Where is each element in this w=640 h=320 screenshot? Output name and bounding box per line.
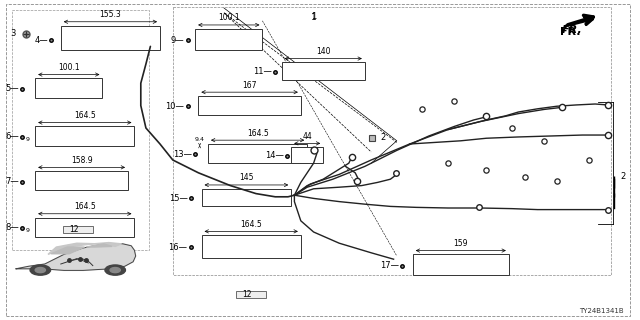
Polygon shape xyxy=(51,247,84,254)
Text: 4—: 4— xyxy=(35,36,48,44)
Text: 167: 167 xyxy=(243,81,257,90)
Bar xyxy=(198,96,301,115)
Bar xyxy=(208,144,307,163)
Polygon shape xyxy=(16,244,136,270)
Text: 164.5: 164.5 xyxy=(74,111,95,120)
Text: 9: 9 xyxy=(26,228,29,233)
Text: 7—: 7— xyxy=(6,177,19,186)
Bar xyxy=(61,26,160,50)
Bar xyxy=(63,226,93,233)
Bar xyxy=(202,235,301,258)
Text: 155.3: 155.3 xyxy=(100,10,121,19)
Polygon shape xyxy=(86,244,112,247)
Text: 13—: 13— xyxy=(173,150,192,159)
Circle shape xyxy=(110,268,120,273)
Text: 159: 159 xyxy=(454,239,468,248)
Polygon shape xyxy=(48,243,122,254)
Text: 3: 3 xyxy=(10,29,15,38)
Text: 9—: 9— xyxy=(171,36,184,44)
Bar xyxy=(12,10,149,250)
Text: 2: 2 xyxy=(380,133,385,142)
Bar xyxy=(35,78,102,98)
Text: 10—: 10— xyxy=(166,102,184,111)
Text: 158.9: 158.9 xyxy=(71,156,92,165)
Text: 145: 145 xyxy=(239,173,253,182)
Text: 140: 140 xyxy=(316,47,330,56)
Bar xyxy=(195,29,262,50)
Text: 16—: 16— xyxy=(168,243,188,252)
Text: 12: 12 xyxy=(69,225,79,234)
Bar xyxy=(35,171,128,190)
Circle shape xyxy=(35,268,45,273)
Text: 5—: 5— xyxy=(6,84,19,93)
Bar xyxy=(413,254,509,275)
Bar xyxy=(236,291,266,298)
Text: 100.1: 100.1 xyxy=(218,13,239,22)
Bar xyxy=(282,62,365,80)
Circle shape xyxy=(30,265,51,275)
Text: 9: 9 xyxy=(26,137,29,142)
Bar xyxy=(202,189,291,206)
Bar xyxy=(35,218,134,237)
Text: FR.: FR. xyxy=(561,25,582,35)
Text: FR.: FR. xyxy=(560,27,580,37)
Text: 100.1: 100.1 xyxy=(58,63,79,72)
Text: 164.5: 164.5 xyxy=(247,129,268,138)
Text: 9.4: 9.4 xyxy=(195,137,205,142)
Text: 44: 44 xyxy=(302,132,312,141)
Text: 1: 1 xyxy=(311,12,316,20)
Text: 11—: 11— xyxy=(253,67,272,76)
Text: 2: 2 xyxy=(621,172,626,180)
Bar xyxy=(35,126,134,146)
Text: 8—: 8— xyxy=(6,223,19,232)
Text: 15—: 15— xyxy=(169,194,188,203)
Circle shape xyxy=(105,265,125,275)
Text: 164.5: 164.5 xyxy=(241,220,262,229)
Text: 14—: 14— xyxy=(265,151,284,160)
Text: 6—: 6— xyxy=(6,132,19,141)
Text: 17—: 17— xyxy=(380,261,399,270)
Bar xyxy=(291,147,323,163)
Text: 12: 12 xyxy=(242,290,252,299)
Text: 1: 1 xyxy=(311,13,316,22)
Text: TY24B1341B: TY24B1341B xyxy=(579,308,624,314)
Text: 164.5: 164.5 xyxy=(74,202,95,211)
